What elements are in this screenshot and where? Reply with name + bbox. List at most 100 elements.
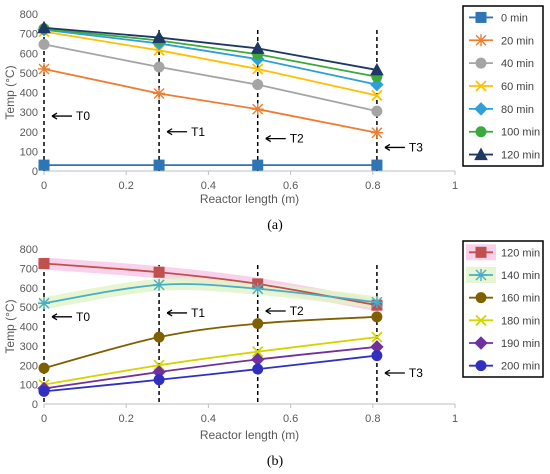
series-line: [43, 315, 377, 370]
panel-caption: (a): [267, 218, 283, 233]
annotation-arrow: [166, 309, 188, 317]
y-tick-label: 400: [20, 88, 38, 100]
legend-label: 120 min: [501, 150, 540, 162]
x-tick-label: 0.4: [201, 413, 216, 425]
data-point-marker: [38, 38, 50, 50]
annotation-label: T2: [290, 132, 304, 146]
series-line: [43, 336, 378, 386]
x-axis-label: Reactor length (m): [200, 428, 299, 442]
legend-marker: [475, 246, 487, 258]
legend-marker: [475, 360, 487, 372]
y-tick-label: 500: [20, 302, 38, 314]
data-point-marker: [38, 297, 50, 310]
data-point-marker: [153, 331, 165, 343]
annotation-arrow: [265, 135, 286, 143]
data-point-marker: [370, 77, 384, 92]
legend-marker: [475, 80, 487, 92]
x-tick-label: 1: [452, 180, 458, 192]
annotation-arrow: [166, 128, 188, 136]
annotation-label: T3: [409, 366, 423, 380]
data-point-marker: [37, 20, 51, 34]
data-point-marker: [370, 62, 384, 76]
data-point-marker: [153, 266, 165, 278]
annotation-arrow: [51, 313, 72, 321]
y-tick-label: 0: [32, 166, 38, 178]
legend-marker: [475, 269, 487, 281]
series-line: [43, 28, 378, 86]
y-tick-label: 200: [20, 360, 38, 372]
y-tick-label: 0: [32, 399, 38, 411]
data-point-marker: [251, 103, 264, 116]
y-tick-label: 300: [20, 341, 38, 353]
panel-caption: (b): [267, 454, 284, 469]
legend-label: 40 min: [501, 58, 534, 70]
data-point-marker: [152, 30, 166, 44]
annotation-label: T0: [76, 109, 90, 123]
annotation-arrow: [384, 369, 405, 377]
x-tick-label: 0: [41, 413, 47, 425]
y-axis-label: Temp (°C): [3, 299, 17, 353]
legend-marker: [474, 147, 488, 161]
x-tick-label: 0.8: [365, 180, 380, 192]
annotation-label: T1: [191, 306, 205, 320]
y-tick-label: 500: [20, 68, 38, 80]
data-point-marker: [153, 61, 165, 73]
data-point-marker: [371, 105, 383, 117]
data-point-marker: [153, 359, 165, 371]
y-tick-label: 600: [20, 283, 38, 295]
x-tick-label: 1: [452, 413, 458, 425]
legend-label: 180 min: [501, 315, 540, 327]
annotation-arrow: [51, 112, 72, 120]
data-point-marker: [371, 159, 383, 171]
chart-panel-a: 0 100 200 300 400 500 600 700 800 0 0.2 0.4 0.6 0.8 1 R…: [3, 5, 544, 233]
data-point-marker: [252, 363, 264, 375]
legend-marker: [475, 292, 487, 304]
data-point-marker: [38, 62, 50, 75]
x-tick-label: 0.2: [119, 413, 134, 425]
data-point-marker: [370, 126, 383, 139]
data-point-marker: [153, 374, 165, 386]
y-tick-label: 300: [20, 107, 38, 119]
data-point-marker: [371, 350, 383, 362]
data-point-marker: [371, 89, 383, 102]
series-line: [43, 354, 378, 393]
data-point-marker: [252, 79, 264, 91]
x-tick-label: 0.2: [119, 180, 134, 192]
chart-panel-b: 0 100 200 300 400 500 600 700 800 0 0.2 0.4 0.6 0.8 1 R…: [3, 240, 544, 469]
annotation-label: T1: [191, 125, 205, 139]
legend-marker: [475, 314, 487, 326]
legend-label: 160 min: [501, 293, 540, 305]
y-tick-label: 100: [20, 380, 38, 392]
y-tick-label: 200: [20, 127, 38, 139]
legend-marker: [474, 336, 488, 350]
x-tick-label: 0.6: [283, 413, 298, 425]
annotation-arrow: [384, 143, 405, 152]
legend-label: 60 min: [501, 81, 534, 93]
data-point-marker: [38, 362, 50, 374]
legend-marker: [475, 126, 487, 138]
legend-marker: [475, 57, 487, 69]
y-tick-label: 700: [20, 29, 38, 41]
legend-box: [462, 240, 544, 378]
series-line: [43, 283, 378, 305]
data-point-marker: [370, 296, 383, 309]
x-tick-label: 0.6: [283, 180, 298, 192]
series-line: [43, 345, 378, 390]
legend-label: 0 min: [501, 12, 528, 24]
y-tick-label: 800: [20, 244, 38, 256]
data-point-marker: [38, 258, 50, 270]
annotation-label: T2: [290, 304, 304, 318]
y-tick-label: 600: [20, 48, 38, 60]
data-point-marker: [251, 282, 264, 295]
data-point-marker: [153, 87, 166, 100]
legend-marker: [475, 34, 487, 47]
legend-label: 20 min: [501, 35, 534, 47]
series-line: [43, 27, 378, 78]
y-tick-label: 700: [20, 263, 38, 275]
legend-label: 200 min: [501, 361, 540, 373]
annotation-label: T3: [409, 140, 423, 154]
data-point-marker: [252, 318, 264, 330]
legend-label: 140 min: [501, 270, 540, 282]
legend-label: 80 min: [501, 104, 534, 116]
